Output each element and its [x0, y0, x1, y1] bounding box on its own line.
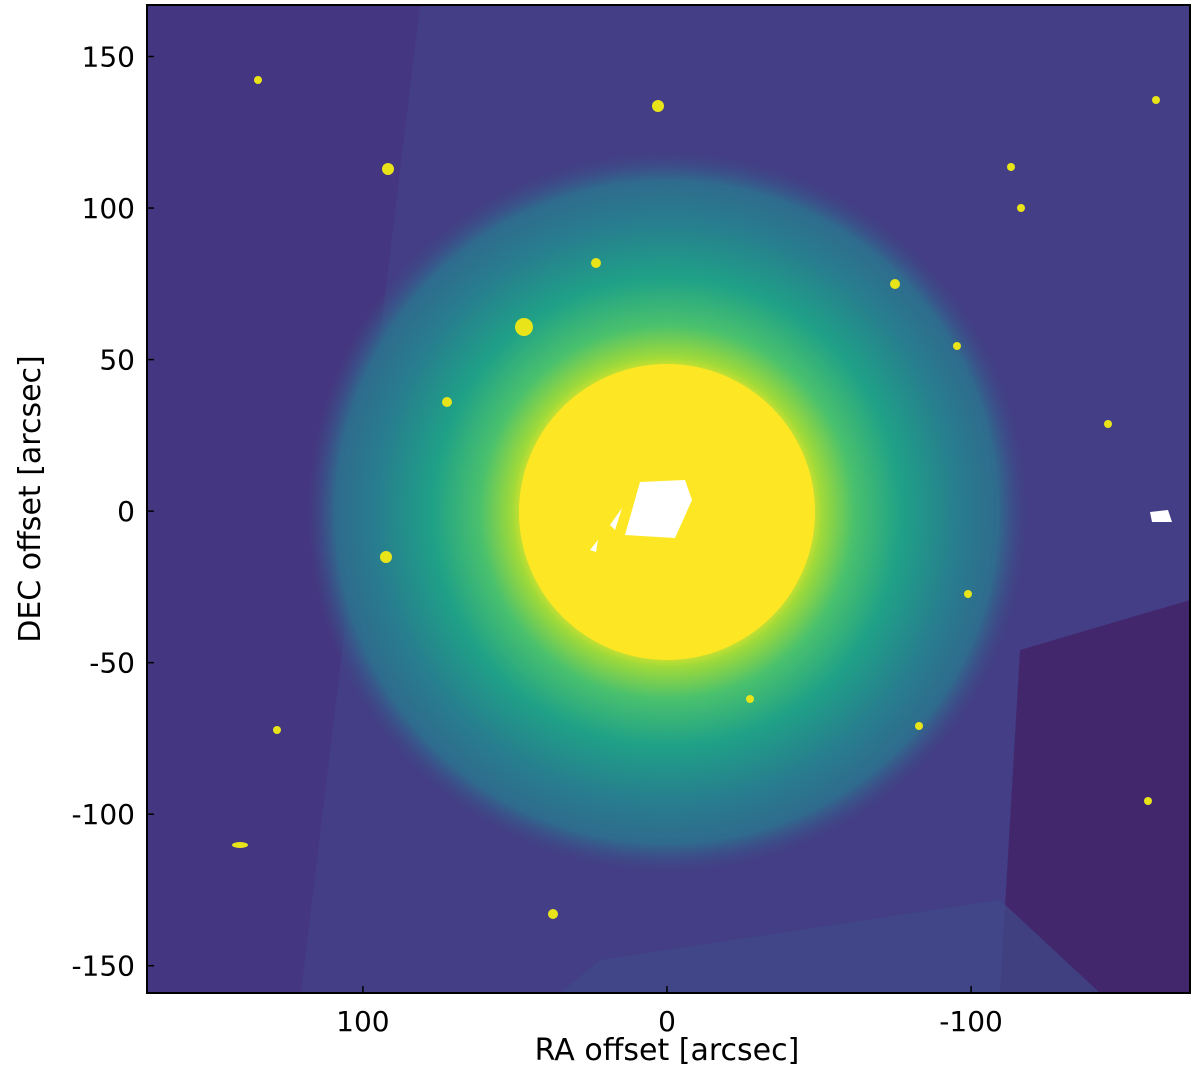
y-axis-label: DEC offset [arcsec] — [13, 355, 48, 643]
x-tick-label: 100 — [336, 1005, 389, 1038]
y-tick-label: 50 — [99, 344, 135, 377]
star — [382, 163, 394, 175]
stars — [232, 76, 1160, 919]
masked-region — [590, 540, 598, 552]
star — [515, 318, 533, 336]
y-tick-label: 100 — [82, 192, 135, 225]
y-tick-label: -50 — [89, 647, 135, 680]
plot-frame — [146, 4, 1191, 994]
dark-region — [560, 900, 1100, 993]
star — [915, 722, 923, 730]
star — [1017, 204, 1025, 212]
image — [147, 5, 1190, 993]
star — [1007, 163, 1015, 171]
star — [548, 909, 558, 919]
dark-region — [1000, 600, 1190, 993]
star — [1104, 420, 1112, 428]
star — [746, 695, 754, 703]
star — [254, 76, 262, 84]
x-tick-label: 0 — [658, 1005, 676, 1038]
star — [591, 258, 601, 268]
star — [964, 590, 972, 598]
masked-region — [610, 508, 622, 530]
y-tick-label: 0 — [117, 495, 135, 528]
star — [273, 726, 281, 734]
star — [890, 279, 900, 289]
y-tick-label: -150 — [71, 950, 135, 983]
star — [442, 397, 452, 407]
star — [1144, 797, 1152, 805]
star — [1152, 96, 1160, 104]
star — [652, 100, 664, 112]
x-tick-label: -100 — [939, 1005, 1003, 1038]
y-tick-label: -100 — [71, 798, 135, 831]
masked-region — [625, 480, 692, 538]
masked-region — [1150, 510, 1172, 522]
star — [953, 342, 961, 350]
star — [380, 551, 392, 563]
x-axis-label: RA offset [arcsec] — [535, 1033, 800, 1068]
dark-region — [147, 5, 420, 993]
y-tick-label: 150 — [82, 41, 135, 74]
star — [232, 842, 248, 848]
